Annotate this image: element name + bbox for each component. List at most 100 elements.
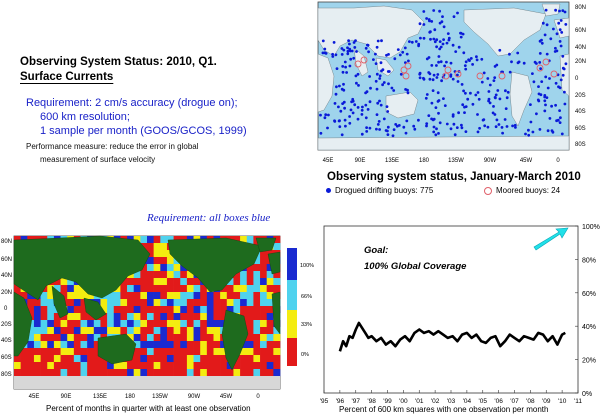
- coverage-cell: [160, 341, 168, 349]
- coverage-cell: [240, 271, 248, 279]
- drifting-buoy-marker: [491, 111, 495, 115]
- drifting-buoy-marker: [480, 57, 484, 61]
- drifting-buoy-marker: [544, 8, 548, 12]
- coverage-cell: [180, 278, 188, 286]
- coverage-cell: [173, 264, 181, 272]
- drifting-buoy-marker: [438, 21, 442, 25]
- lat-label: 20N: [1, 290, 12, 296]
- coverage-cell: [200, 362, 208, 370]
- drifting-buoy-marker: [369, 86, 372, 90]
- drifting-buoy-marker: [335, 67, 339, 70]
- coverage-cell: [213, 355, 221, 363]
- x-tick-label: '97: [352, 398, 361, 405]
- coverage-cell: [246, 264, 254, 272]
- coverage-cell: [200, 299, 208, 307]
- coverage-cell: [206, 292, 214, 300]
- drifting-buoy-marker: [392, 128, 396, 132]
- coverage-cell: [33, 348, 41, 356]
- drifting-buoy-marker: [387, 53, 390, 56]
- coverage-cell: [153, 348, 161, 356]
- lon-label: 90E: [355, 158, 366, 164]
- drifting-buoy-marker: [344, 124, 347, 128]
- coverage-map-land: [13, 235, 281, 371]
- coverage-cell: [93, 341, 101, 349]
- coverage-cell: [193, 369, 201, 377]
- coverage-cell: [240, 355, 248, 363]
- drifting-buoy-marker: [545, 96, 549, 99]
- drifting-buoy-marker: [406, 88, 409, 92]
- coverage-cell: [67, 278, 75, 286]
- coverage-cell: [67, 292, 75, 300]
- coverage-cell: [60, 320, 68, 328]
- coverage-cell: [180, 292, 188, 300]
- coverage-cell: [87, 320, 95, 328]
- coverage-cell: [160, 257, 168, 265]
- coverage-cell: [60, 278, 68, 286]
- drifting-buoy-marker: [433, 28, 437, 32]
- coverage-cell: [180, 285, 188, 293]
- coverage-cell: [260, 369, 267, 377]
- coverage-cell: [73, 362, 81, 370]
- coverage-cell: [206, 341, 214, 349]
- drifting-buoy-marker: [543, 95, 547, 99]
- coverage-cell: [67, 327, 75, 335]
- coverage-cell: [14, 369, 21, 377]
- coverage-cell: [240, 362, 248, 370]
- drifting-buoy-marker: [546, 129, 550, 133]
- drifting-buoy-marker: [558, 9, 561, 13]
- drifting-buoy-marker: [553, 50, 557, 53]
- drifting-buoy-marker: [410, 40, 414, 44]
- goal-arrow-icon: [533, 227, 569, 251]
- drifting-buoy-marker: [406, 91, 410, 95]
- coverage-cell: [220, 285, 228, 293]
- drifting-buoy-marker: [456, 73, 459, 77]
- drifting-buoy-marker: [540, 41, 544, 45]
- moored-buoy-marker: [402, 72, 410, 80]
- coverage-cell: [220, 348, 228, 356]
- drifting-buoy-marker: [463, 111, 466, 114]
- coverage-cell: [266, 278, 274, 286]
- drifting-buoy-marker: [332, 41, 336, 44]
- coverage-cell: [180, 313, 188, 321]
- drifting-buoy-marker: [368, 100, 372, 104]
- goal-label: Goal:: [364, 245, 388, 256]
- drifting-buoy-marker: [562, 67, 566, 71]
- drifting-buoy-marker: [435, 45, 438, 49]
- coverage-cell: [253, 299, 261, 307]
- coverage-cell: [153, 334, 161, 342]
- coverage-cell: [193, 334, 201, 342]
- coverage-cell: [113, 292, 121, 300]
- coverage-cell: [73, 348, 81, 356]
- drifting-buoy-marker: [492, 79, 496, 82]
- coverage-cell: [226, 369, 234, 377]
- coverage-cell: [200, 369, 208, 377]
- drifting-buoy-marker: [319, 113, 322, 117]
- coverage-cell: [160, 348, 168, 356]
- drifting-buoy-marker: [324, 113, 328, 117]
- coverage-cell: [80, 348, 88, 356]
- drifting-buoy-marker: [544, 75, 548, 79]
- drifting-buoy-marker: [346, 49, 350, 53]
- drifting-buoy-marker: [563, 10, 567, 14]
- coverage-cell: [153, 271, 161, 279]
- requirement-line-1: Requirement: 2 cm/s accuracy (drogue on)…: [26, 97, 238, 109]
- coverage-cell: [200, 320, 208, 328]
- drifting-buoy-marker: [428, 30, 432, 34]
- coverage-scale: 100% 66% 33% 0%: [287, 248, 314, 366]
- coverage-cell: [33, 313, 41, 321]
- coverage-cell: [246, 320, 254, 328]
- drifting-buoy-marker: [418, 76, 422, 80]
- drifting-buoy-marker: [438, 121, 442, 125]
- lon-label: 45W: [220, 394, 233, 400]
- coverage-cell: [246, 271, 254, 279]
- coverage-cell: [20, 355, 28, 363]
- coverage-cell: [73, 299, 81, 307]
- coverage-cell: [53, 313, 61, 321]
- legend-drifting: Drogued drifting buoys: 775: [326, 186, 433, 195]
- coverage-cell: [266, 327, 274, 335]
- coverage-cell: [180, 320, 188, 328]
- drifting-buoy-marker: [425, 93, 429, 96]
- buoy-map-land: [317, 3, 570, 151]
- lon-label: 45E: [323, 158, 334, 164]
- coverage-cell: [153, 236, 161, 244]
